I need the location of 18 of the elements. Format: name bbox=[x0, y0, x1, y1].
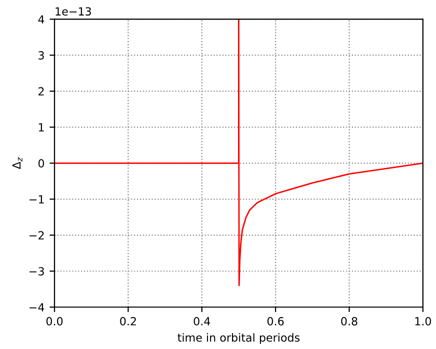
y-axis-title: Δ$_{z}$ bbox=[12, 157, 22, 170]
x-tick-label: 0.4 bbox=[194, 317, 210, 326]
x-tick-label: 0.2 bbox=[120, 317, 136, 326]
x-axis-title: time in orbital periods bbox=[178, 333, 300, 344]
text: 1e−13 bbox=[56, 7, 91, 16]
x-tick-label: 0.0 bbox=[46, 317, 63, 326]
y-tick-label: −1 bbox=[30, 195, 44, 204]
x-tick-label: 0.6 bbox=[267, 317, 284, 326]
y-tick-label: −3 bbox=[30, 267, 44, 276]
y-tick-label: 0 bbox=[38, 159, 44, 168]
y-tick-label: −4 bbox=[30, 303, 44, 312]
x-tick-label: 1.0 bbox=[415, 317, 432, 326]
y-tick-label: 4 bbox=[38, 15, 44, 24]
y-tick-label: 2 bbox=[38, 87, 44, 96]
x-tick-label: 0.8 bbox=[341, 317, 358, 326]
y-tick-label: 1 bbox=[38, 123, 44, 132]
y-tick-label: −2 bbox=[30, 231, 44, 240]
y-tick-label: 3 bbox=[38, 51, 44, 60]
